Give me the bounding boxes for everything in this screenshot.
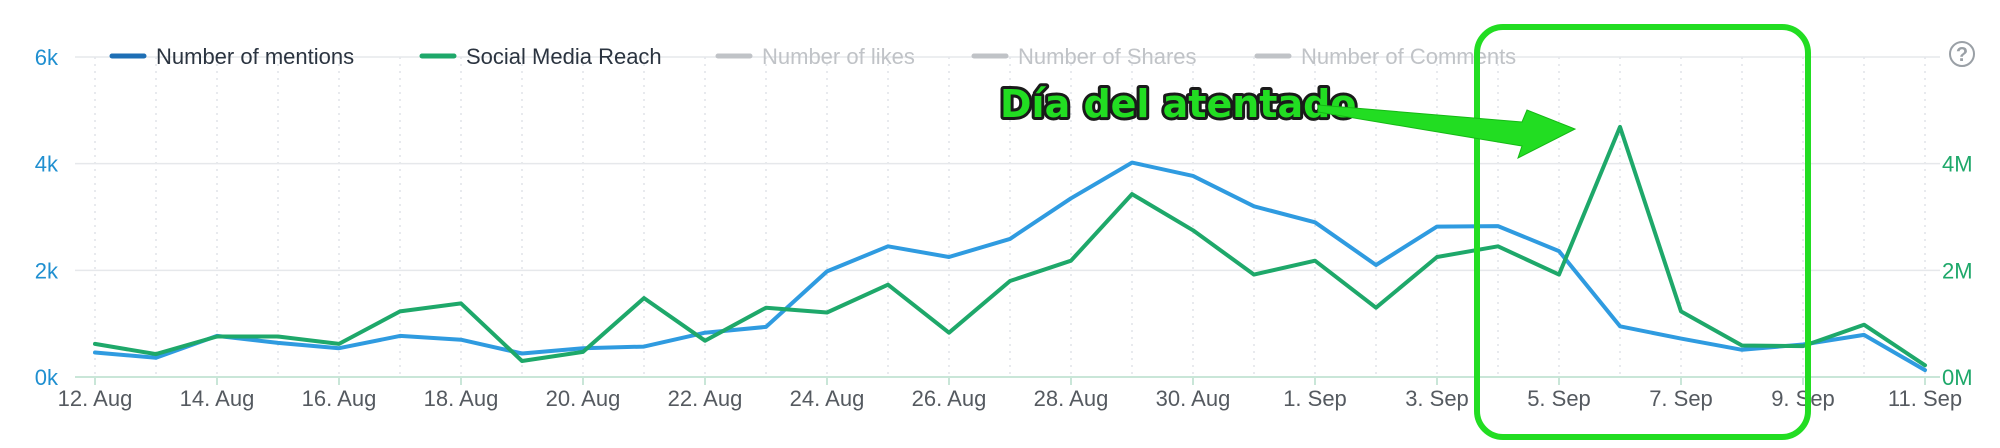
x-tick-label: 30. Aug bbox=[1156, 386, 1231, 411]
legend-label: Number of likes bbox=[762, 44, 915, 69]
axes: 0k 2k 4k 6k 0M 2M 4M 12. Aug 14. Aug 16. Aug 18. A… bbox=[35, 45, 1973, 411]
y-left-tick-label: 6k bbox=[35, 45, 59, 70]
legend-label: Number of mentions bbox=[156, 44, 354, 69]
x-tick-label: 16. Aug bbox=[302, 386, 377, 411]
legend-item-number-of-shares[interactable]: Number of Shares bbox=[971, 44, 1197, 69]
legend-label: Social Media Reach bbox=[466, 44, 662, 69]
x-tick-label: 12. Aug bbox=[58, 386, 133, 411]
x-tick-label: 26. Aug bbox=[912, 386, 987, 411]
x-tick-label: 14. Aug bbox=[180, 386, 255, 411]
highlight-box bbox=[1474, 24, 1811, 440]
highlight-rectangle bbox=[1474, 24, 1811, 440]
x-tick-label: 5. Sep bbox=[1527, 386, 1591, 411]
x-tick-label: 28. Aug bbox=[1034, 386, 1109, 411]
x-tick-label: 18. Aug bbox=[424, 386, 499, 411]
x-tick-label: 20. Aug bbox=[546, 386, 621, 411]
x-tick-label: 7. Sep bbox=[1649, 386, 1713, 411]
annotation-arrow bbox=[1317, 104, 1577, 159]
y-right-tick-label: 0M bbox=[1942, 365, 1973, 390]
y-right-tick-label: 4M bbox=[1942, 152, 1973, 177]
legend-item-social-media-reach[interactable]: Social Media Reach bbox=[419, 44, 662, 69]
annotation-text: Día del atentado bbox=[1000, 82, 1356, 126]
legend-item-number-of-likes[interactable]: Number of likes bbox=[715, 44, 915, 69]
x-tick-label: 9. Sep bbox=[1771, 386, 1835, 411]
legend-label: Number of Comments bbox=[1301, 44, 1516, 69]
y-left-tick-label: 2k bbox=[35, 258, 59, 283]
series-line-social-media-reach bbox=[93, 124, 1927, 368]
help-glyph: ? bbox=[1956, 44, 1968, 66]
help-circle-icon[interactable]: ? bbox=[1949, 41, 1975, 67]
y-left-tick-label: 4k bbox=[35, 152, 59, 177]
y-left-tick-label: 0k bbox=[35, 365, 59, 390]
legend-label: Number of Shares bbox=[1018, 44, 1197, 69]
y-right-tick-label: 2M bbox=[1942, 258, 1973, 283]
legend-item-number-of-mentions[interactable]: Number of mentions bbox=[109, 44, 354, 69]
x-tick-label: 3. Sep bbox=[1405, 386, 1469, 411]
series-lines bbox=[93, 124, 1927, 373]
x-tick-label: 22. Aug bbox=[668, 386, 743, 411]
series-line-number-of-mentions bbox=[93, 160, 1927, 373]
x-tick-label: 11. Sep bbox=[1888, 386, 1962, 411]
x-tick-label: 1. Sep bbox=[1283, 386, 1347, 411]
legend[interactable]: Number of mentions Social Media Reach Numb… bbox=[109, 44, 1516, 69]
annotation: Día del atentado bbox=[997, 79, 1577, 159]
help-circle-outline bbox=[1949, 41, 1975, 67]
x-tick-label: 24. Aug bbox=[790, 386, 865, 411]
